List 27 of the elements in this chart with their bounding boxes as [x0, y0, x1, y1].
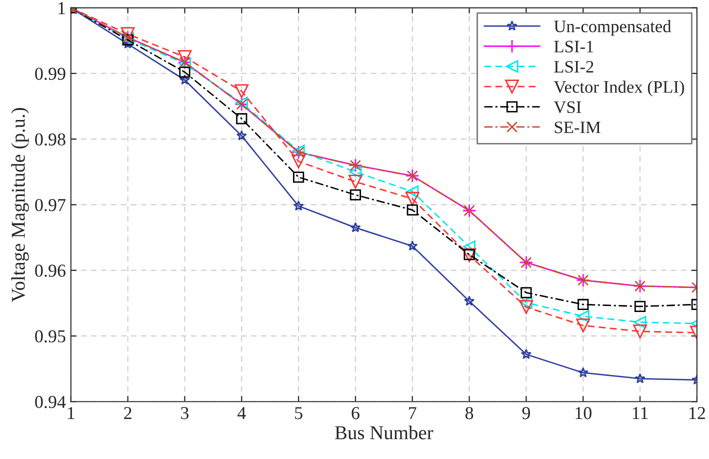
x-tick-label: 6 — [352, 407, 360, 420]
y-tick-label: 0.98 — [35, 133, 66, 146]
x-tick-label: 1 — [68, 407, 74, 420]
x-tick-label: 11 — [632, 407, 648, 420]
y-tick-label: 0.97 — [35, 198, 66, 212]
x-tick-label: 10 — [576, 407, 592, 420]
x-tick-label: 5 — [295, 407, 302, 420]
x-tick-label: 4 — [237, 407, 246, 420]
x-tick-label: 9 — [522, 407, 530, 420]
x-tick-label: 2 — [124, 407, 132, 420]
legend-label: VSI — [554, 101, 582, 114]
legend-label: Un-compensated — [554, 20, 672, 36]
y-tick-label: 0.94 — [35, 396, 66, 408]
y-tick-label: 0.95 — [35, 330, 66, 343]
legend-label: SE-IM — [554, 122, 600, 134]
y-tick-label: 0.99 — [35, 68, 66, 80]
x-tick-label: 8 — [465, 407, 474, 420]
x-tick-label: 7 — [409, 407, 416, 420]
y-axis-title: Voltage Magnitude (p.u.) — [11, 108, 29, 302]
x-axis-title: Bus Number — [335, 426, 434, 440]
legend-label: Vector Index (PLI) — [554, 80, 684, 96]
y-tick-label: 1 — [58, 2, 65, 14]
x-tick-label: 12 — [690, 407, 705, 420]
y-tick-label: 0.96 — [35, 264, 66, 277]
x-tick-label: 3 — [181, 407, 189, 420]
legend-label: LSI-1 — [554, 40, 594, 52]
legend-label: LSI-2 — [554, 60, 594, 73]
